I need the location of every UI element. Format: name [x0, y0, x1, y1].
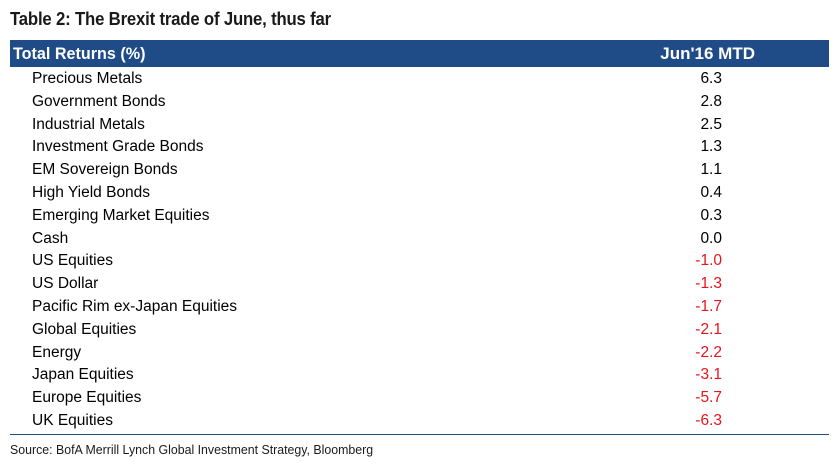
row-label: UK Equities	[32, 411, 113, 429]
row-value: 1.1	[700, 161, 722, 179]
table-row: Investment Grade Bonds 1.3	[10, 136, 829, 159]
row-label: US Equities	[32, 252, 113, 270]
row-value: 2.5	[700, 115, 722, 133]
table-row: EM Sovereign Bonds 1.1	[10, 159, 829, 182]
row-value: 2.8	[700, 92, 722, 110]
table-row: US Equities -1.0	[10, 250, 829, 273]
row-label: High Yield Bonds	[32, 183, 151, 201]
table-row: Pacific Rim ex-Japan Equities -1.7	[10, 296, 829, 319]
row-label: EM Sovereign Bonds	[32, 161, 178, 179]
table-row: High Yield Bonds 0.4	[10, 182, 829, 205]
row-label: Government Bonds	[32, 92, 166, 110]
table-row: Precious Metals 6.3	[10, 68, 829, 91]
row-value: -3.1	[695, 366, 722, 384]
row-value: -6.3	[695, 411, 722, 429]
row-value: 0.3	[700, 206, 722, 224]
source-note: Source: BofA Merrill Lynch Global Invest…	[10, 442, 374, 457]
row-label: Japan Equities	[32, 366, 134, 384]
table-row: Global Equities -2.1	[10, 319, 829, 342]
table-row: US Dollar -1.3	[10, 273, 829, 296]
row-label: Emerging Market Equities	[32, 206, 210, 224]
row-value: 0.4	[700, 183, 722, 201]
row-value: -2.2	[695, 343, 722, 361]
table-row: Government Bonds 2.8	[10, 91, 829, 114]
table-row: Industrial Metals 2.5	[10, 114, 829, 137]
row-value: -1.3	[695, 275, 722, 293]
table-row: Emerging Market Equities 0.3	[10, 205, 829, 228]
row-label: US Dollar	[32, 275, 99, 293]
returns-table: Total Returns (%) Jun'16 MTD Precious Me…	[10, 40, 829, 433]
row-value: 6.3	[700, 70, 722, 87]
row-value: -5.7	[695, 389, 722, 407]
row-label: Global Equities	[32, 320, 137, 338]
table-header: Total Returns (%) Jun'16 MTD	[10, 40, 829, 67]
row-label: Energy	[32, 343, 82, 361]
header-value: Jun'16 MTD	[660, 44, 755, 63]
row-label: Cash	[32, 229, 69, 247]
table-row: Energy -2.2	[10, 342, 829, 365]
table-body: Precious Metals 6.3 Government Bonds 2.8 Ind…	[10, 68, 829, 433]
table-row: Europe Equities -5.7	[10, 387, 829, 410]
row-value: 0.0	[700, 229, 722, 247]
row-label: Investment Grade Bonds	[32, 138, 204, 156]
row-value: -1.0	[695, 252, 722, 270]
row-value: -1.7	[695, 297, 722, 315]
table-row: Cash 0.0	[10, 228, 829, 251]
header-label: Total Returns (%)	[13, 44, 146, 63]
row-value: 1.3	[700, 138, 722, 156]
table-bottom-rule	[10, 434, 829, 435]
table-title: Table 2: The Brexit trade of June, thus …	[10, 9, 331, 29]
row-label: Industrial Metals	[32, 115, 145, 133]
row-label: Europe Equities	[32, 389, 142, 407]
table-row: UK Equities -6.3	[10, 410, 829, 433]
table-row: Japan Equities -3.1	[10, 364, 829, 387]
row-value: -2.1	[695, 320, 722, 338]
row-label: Precious Metals	[32, 70, 143, 87]
row-label: Pacific Rim ex-Japan Equities	[32, 297, 238, 315]
